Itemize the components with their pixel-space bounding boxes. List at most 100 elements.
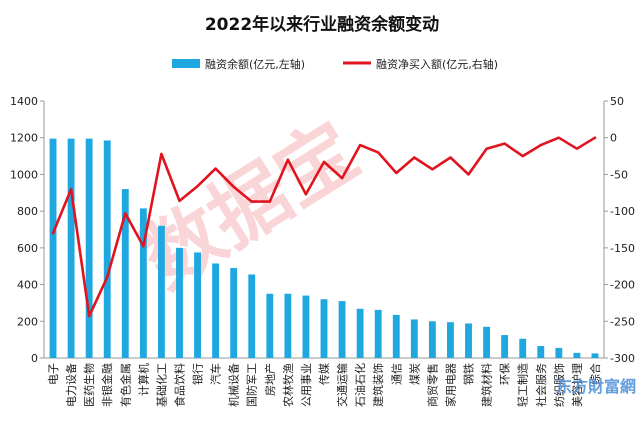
- category-label: 建筑装饰: [371, 363, 385, 407]
- right-axis-tick-label: -250: [610, 315, 635, 328]
- bar: [284, 293, 292, 358]
- category-label: 计算机: [136, 363, 150, 396]
- category-label: 石油石化: [353, 363, 367, 407]
- legend-line-label: 融资净买入额(亿元,右轴): [376, 57, 498, 71]
- bar: [519, 338, 527, 358]
- category-label: 电子: [47, 363, 60, 385]
- net-buy-point: [467, 173, 470, 176]
- net-buy-point: [558, 136, 560, 139]
- right-axis-tick-label: -200: [610, 279, 635, 292]
- bar: [266, 293, 274, 358]
- net-buy-point: [305, 193, 307, 196]
- category-label: 纺织服饰: [552, 363, 566, 407]
- category-label: 医药生物: [82, 363, 96, 407]
- category-label: 国防军工: [245, 363, 259, 407]
- bar: [49, 138, 57, 358]
- category-label: 食品饮料: [172, 363, 186, 407]
- bar: [447, 322, 454, 358]
- bar: [537, 346, 545, 358]
- net-buy-point: [377, 151, 379, 154]
- bar: [501, 335, 509, 358]
- category-label: 机械设备: [227, 363, 241, 407]
- net-buy-point: [539, 144, 542, 146]
- net-buy-point: [269, 200, 271, 203]
- legend: 融资余额(亿元,左轴) 融资净买入额(亿元,右轴): [172, 57, 498, 71]
- net-buy-point: [250, 200, 253, 203]
- legend-bar-label: 融资余额(亿元,左轴): [205, 57, 305, 71]
- bar: [67, 138, 75, 358]
- category-label: 通信: [390, 363, 403, 385]
- right-axis: -300 -250 -200 -150 -100 -50 0 50: [44, 95, 635, 365]
- bar: [356, 308, 364, 358]
- net-buy-point: [449, 156, 452, 159]
- left-axis-tick-label: 800: [17, 205, 38, 218]
- legend-bar-swatch: [172, 59, 200, 68]
- category-label: 房地产: [263, 363, 277, 396]
- bar: [194, 252, 201, 358]
- bar: [85, 138, 93, 358]
- category-label: 商贸零售: [425, 363, 439, 407]
- chart-title: 2022年以来行业融资余额变动: [205, 14, 439, 35]
- bar: [573, 352, 581, 358]
- net-buy-point: [178, 200, 181, 202]
- left-axis-tick-label: 400: [17, 279, 38, 292]
- category-label: 非银金融: [100, 363, 114, 407]
- net-buy-point: [395, 172, 398, 174]
- left-axis-tick-label: 1000: [10, 168, 38, 181]
- bar: [248, 274, 256, 358]
- category-label: 银行: [191, 363, 205, 385]
- category-label: 家用电器: [443, 363, 457, 407]
- bar: [465, 323, 472, 358]
- category-label: 钢铁: [463, 363, 476, 385]
- left-axis-tick-label: 200: [17, 315, 38, 328]
- left-axis: 0 200 400 600 800 1000 1200 1400: [10, 95, 45, 365]
- net-buy-point: [88, 315, 90, 317]
- left-axis-tick-label: 1200: [10, 132, 38, 145]
- right-axis-tick-label: -50: [610, 168, 628, 181]
- net-buy-point: [196, 185, 199, 187]
- bar: [555, 347, 563, 358]
- bar: [320, 299, 328, 358]
- category-label: 社会服务: [534, 363, 548, 407]
- net-buy-point: [232, 186, 235, 188]
- bar: [139, 208, 147, 358]
- net-buy-point: [594, 136, 596, 139]
- right-axis-tick-label: 0: [610, 132, 617, 145]
- bar: [157, 225, 165, 358]
- category-label: 汽车: [209, 363, 223, 385]
- bar: [121, 189, 129, 358]
- category-label: 公用事业: [300, 363, 313, 407]
- net-buy-point: [431, 168, 434, 171]
- bar: [591, 353, 599, 358]
- bar: [230, 268, 238, 358]
- category-label: 农林牧渔: [281, 363, 295, 407]
- bar: [212, 263, 220, 358]
- net-buy-point: [359, 144, 361, 146]
- logo-text: 东方財富網: [556, 377, 636, 396]
- net-buy-point: [106, 276, 109, 279]
- category-label: 综合: [588, 363, 602, 385]
- bar: [428, 321, 436, 358]
- bar: [483, 326, 491, 358]
- net-buy-point: [124, 212, 127, 215]
- net-buy-point: [142, 245, 145, 248]
- right-axis-tick-label: -100: [610, 205, 635, 218]
- left-axis-tick-label: 600: [17, 242, 38, 255]
- category-label: 基础化工: [154, 363, 168, 407]
- net-buy-point: [485, 147, 488, 150]
- net-buy-point: [70, 188, 72, 190]
- bar: [338, 301, 346, 358]
- net-buy-point: [52, 232, 54, 234]
- net-buy-point: [503, 142, 506, 145]
- bar: [302, 295, 310, 358]
- right-axis-tick-label: -300: [610, 352, 635, 365]
- bar: [176, 247, 183, 358]
- net-buy-point: [413, 156, 416, 159]
- net-buy-point: [214, 167, 217, 170]
- category-label: 交通运输: [335, 363, 349, 407]
- category-label: 轻工制造: [516, 363, 530, 407]
- category-label: 建筑材料: [480, 363, 494, 407]
- category-label: 煤炭: [408, 363, 421, 385]
- category-label: 环保: [498, 363, 512, 385]
